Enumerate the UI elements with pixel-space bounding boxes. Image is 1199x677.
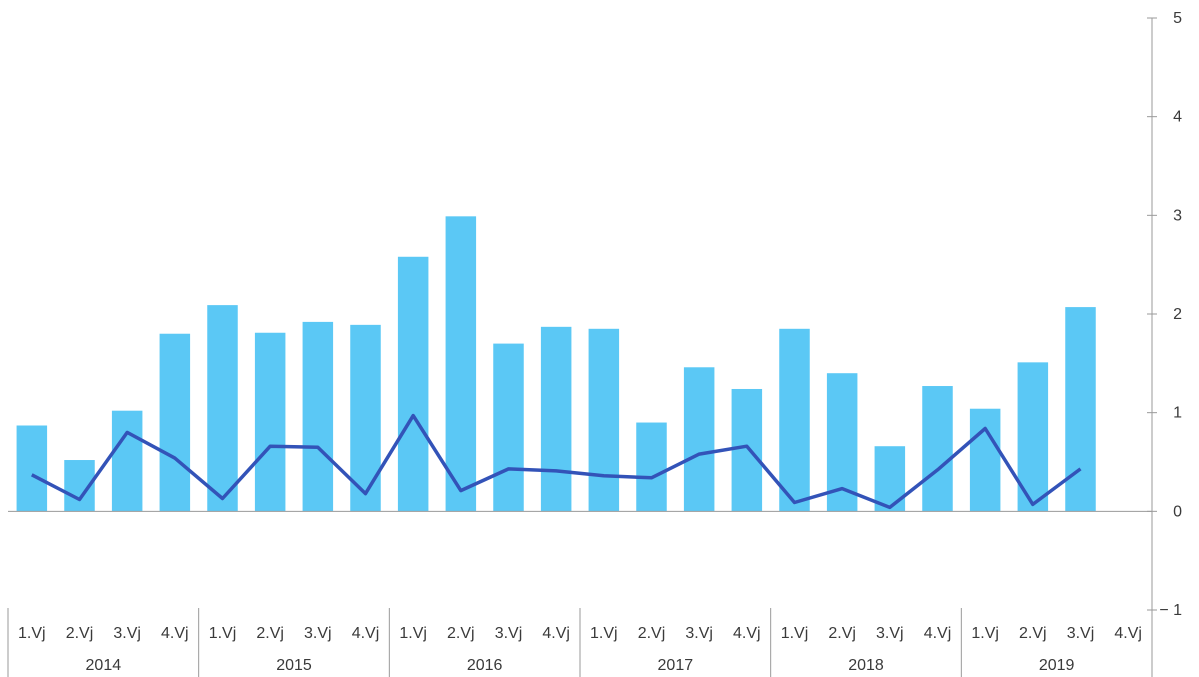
bar <box>969 408 1001 512</box>
series-line <box>30 413 1082 510</box>
bar <box>1065 307 1096 512</box>
x-axis: 1.Vj 2.Vj 3.Vj 4.Vj 1.Vj 2.Vj 3.Vj 4.Vj 1.Vj 2.Vj… <box>7 608 1142 677</box>
year-label: 2015 <box>276 657 312 674</box>
y-tick-label: − 1 <box>1159 602 1182 619</box>
x-tick-label: 1.Vj <box>399 625 427 642</box>
x-tick-label: 3.Vj <box>876 625 904 642</box>
y-tick-label: 2 <box>1173 306 1182 323</box>
bar <box>731 388 763 512</box>
x-tick-label: 1.Vj <box>781 625 809 642</box>
x-tick-label: 2.Vj <box>66 625 94 642</box>
x-tick-label: 4.Vj <box>352 625 380 642</box>
year-label: 2019 <box>1039 657 1075 674</box>
x-tick-label: 2.Vj <box>828 625 856 642</box>
year-label: 2014 <box>86 657 122 674</box>
y-tick-label: 5 <box>1173 10 1182 27</box>
x-tick-label: 2.Vj <box>1019 625 1047 642</box>
x-tick-label: 3.Vj <box>685 625 713 642</box>
bar <box>588 328 620 512</box>
year-label: 2018 <box>848 657 884 674</box>
y-tick-label: 0 <box>1173 503 1182 520</box>
y-tick-label: 4 <box>1173 109 1182 126</box>
bar-series <box>16 216 1096 512</box>
x-tick-label: 2.Vj <box>256 625 284 642</box>
x-tick-label: 2.Vj <box>447 625 475 642</box>
x-tick-label: 1.Vj <box>209 625 237 642</box>
x-tick-label: 1.Vj <box>18 625 46 642</box>
y-tick-label: 1 <box>1173 405 1182 422</box>
bar <box>207 305 238 512</box>
x-tick-label: 2.Vj <box>638 625 666 642</box>
x-tick-label: 1.Vj <box>971 625 999 642</box>
y-axis: − 1 0 1 2 3 4 5 <box>1147 10 1182 677</box>
bar <box>493 343 524 512</box>
bar <box>922 386 953 512</box>
bar <box>636 422 667 512</box>
bar <box>159 333 191 512</box>
year-label: 2016 <box>467 657 503 674</box>
x-tick-label: 3.Vj <box>1067 625 1095 642</box>
bar <box>16 425 48 512</box>
bar <box>540 326 572 512</box>
year-label: 2017 <box>658 657 694 674</box>
bar <box>111 410 143 512</box>
bar <box>254 332 286 512</box>
y-tick-label: 3 <box>1173 207 1182 224</box>
x-tick-label: 4.Vj <box>733 625 761 642</box>
bar <box>683 367 715 512</box>
x-tick-label: 3.Vj <box>113 625 141 642</box>
bar <box>779 328 810 512</box>
x-tick-label: 4.Vj <box>542 625 570 642</box>
bar <box>445 216 477 512</box>
x-tick-label: 4.Vj <box>161 625 189 642</box>
x-tick-label: 1.Vj <box>590 625 618 642</box>
bar <box>302 321 334 512</box>
bar <box>397 256 429 512</box>
x-tick-label: 4.Vj <box>1114 625 1142 642</box>
x-tick-label: 3.Vj <box>304 625 332 642</box>
x-tick-label: 3.Vj <box>495 625 523 642</box>
x-tick-label: 4.Vj <box>924 625 952 642</box>
line-series <box>30 413 1082 510</box>
